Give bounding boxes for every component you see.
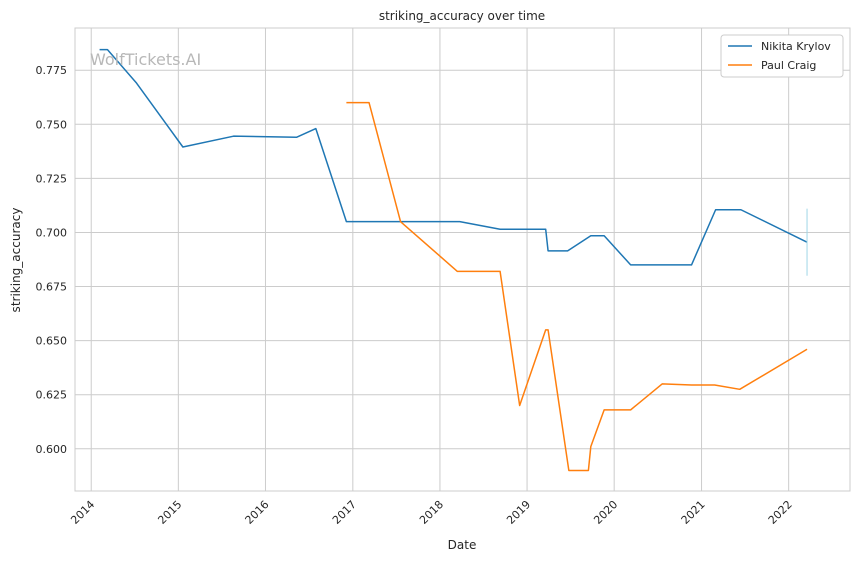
- y-tick-label: 0.625: [36, 389, 68, 402]
- y-tick-label: 0.700: [36, 226, 68, 239]
- legend-entry-label: Nikita Krylov: [761, 40, 831, 53]
- y-axis-ticks: 0.600 0.625 0.650 0.675 0.700 0.725 0.750 0.775: [36, 64, 68, 456]
- y-tick-label: 0.650: [36, 335, 68, 348]
- y-axis-label: striking_accuracy: [9, 208, 23, 313]
- legend-entry-label: Paul Craig: [761, 59, 816, 72]
- y-tick-label: 0.750: [36, 118, 68, 131]
- y-tick-label: 0.675: [36, 281, 68, 294]
- watermark: WolfTickets.AI: [90, 50, 201, 69]
- chart-title: striking_accuracy over time: [379, 9, 545, 23]
- legend: Nikita Krylov Paul Craig: [720, 34, 844, 78]
- series-layer: [99, 48, 808, 472]
- series-line-paul-craig: [346, 101, 808, 472]
- y-tick-label: 0.775: [36, 64, 68, 77]
- series-line-nikita-krylov: [99, 48, 808, 266]
- x-axis-label: Date: [448, 538, 477, 552]
- plot-frame: [74, 27, 851, 492]
- y-tick-label: 0.725: [36, 172, 68, 185]
- grid: [75, 28, 850, 491]
- y-tick-label: 0.600: [36, 443, 68, 456]
